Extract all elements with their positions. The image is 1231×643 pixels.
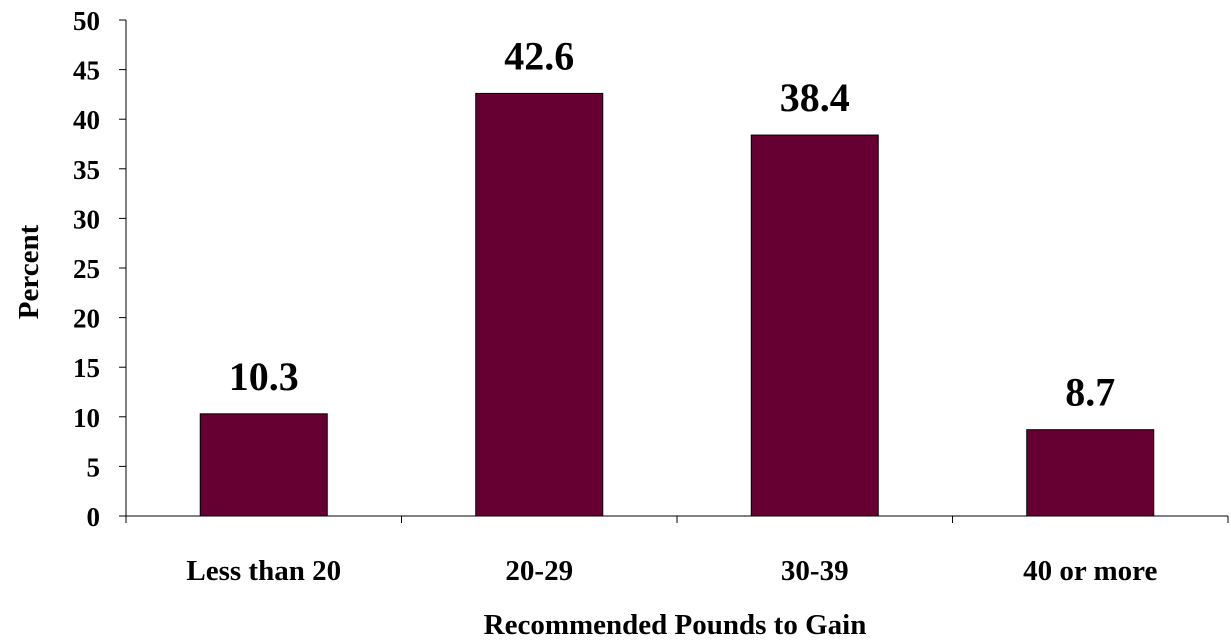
value-labels: 10.3 42.6 38.4 8.7 (229, 33, 1116, 414)
data-label: 38.4 (780, 75, 850, 120)
bar (199, 413, 328, 517)
bar (750, 134, 879, 517)
data-label: 8.7 (1065, 370, 1115, 415)
category-labels: Less than 20 20-29 30-39 40 or more (186, 555, 1157, 587)
category-label: 30-39 (781, 555, 849, 587)
y-tick-label: 5 (87, 452, 101, 482)
category-label: 40 or more (1023, 555, 1157, 587)
y-tick-label: 40 (73, 105, 100, 135)
bar (475, 92, 604, 517)
y-axis: 0 5 10 15 20 25 30 35 40 45 50 (73, 6, 127, 532)
data-label: 10.3 (229, 354, 299, 399)
bars (199, 92, 1155, 517)
y-tick-label: 10 (73, 403, 100, 433)
x-axis (125, 515, 1229, 523)
y-tick-label: 15 (73, 353, 100, 383)
y-tick-label: 45 (73, 56, 100, 86)
y-axis-title: Percent (13, 224, 45, 319)
y-tick-label: 25 (73, 254, 100, 284)
category-label: Less than 20 (186, 555, 341, 587)
y-tick-label: 20 (73, 304, 100, 334)
x-axis-title: Recommended Pounds to Gain (484, 609, 867, 641)
y-tick-label: 0 (87, 502, 101, 532)
y-tick-label: 50 (73, 6, 100, 36)
y-tick-label: 30 (73, 204, 100, 234)
data-label: 42.6 (504, 33, 574, 78)
category-label: 20-29 (505, 555, 573, 587)
y-tick-label: 35 (73, 155, 100, 185)
bar (1026, 429, 1155, 517)
